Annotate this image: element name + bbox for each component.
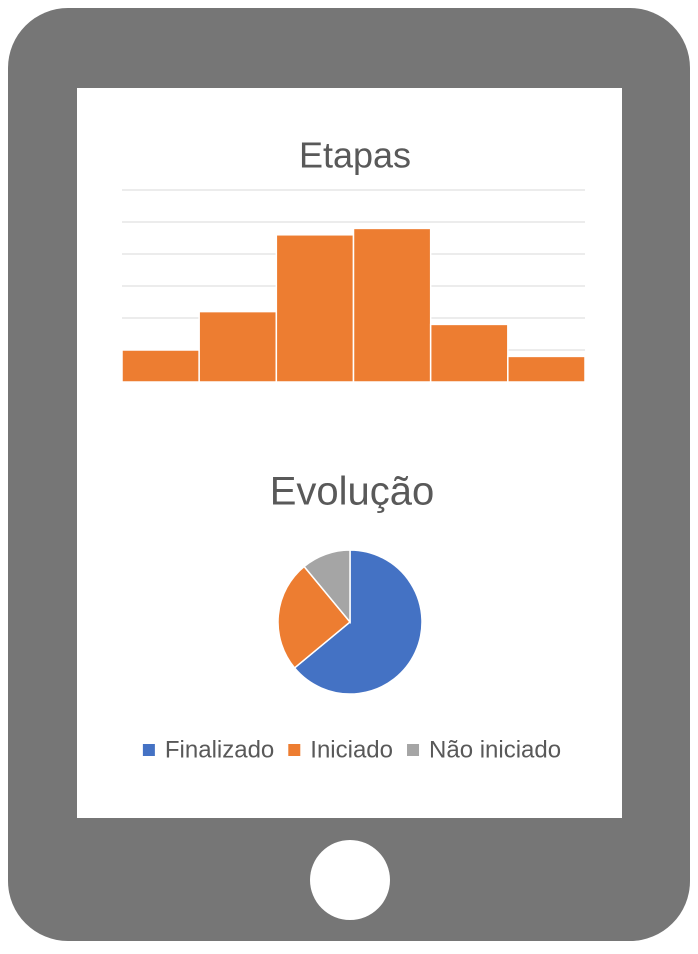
bar — [122, 350, 199, 382]
legend-marker — [288, 744, 300, 756]
bar — [276, 235, 353, 382]
legend-marker — [407, 744, 419, 756]
bar — [431, 324, 508, 382]
chart-title: Evolução — [270, 470, 435, 514]
legend-marker — [143, 744, 155, 756]
tablet-screen — [77, 88, 622, 818]
legend-label: Finalizado — [165, 736, 274, 763]
bar — [508, 356, 585, 382]
legend-label: Iniciado — [310, 736, 393, 763]
legend-label: Não iniciado — [429, 736, 561, 763]
home-button[interactable] — [310, 840, 390, 920]
tablet-mockup: Etapas Evolução Finalizado Iniciado Não in… — [0, 0, 698, 949]
bar — [199, 312, 276, 382]
bar — [354, 228, 431, 382]
chart-title: Etapas — [299, 135, 411, 176]
